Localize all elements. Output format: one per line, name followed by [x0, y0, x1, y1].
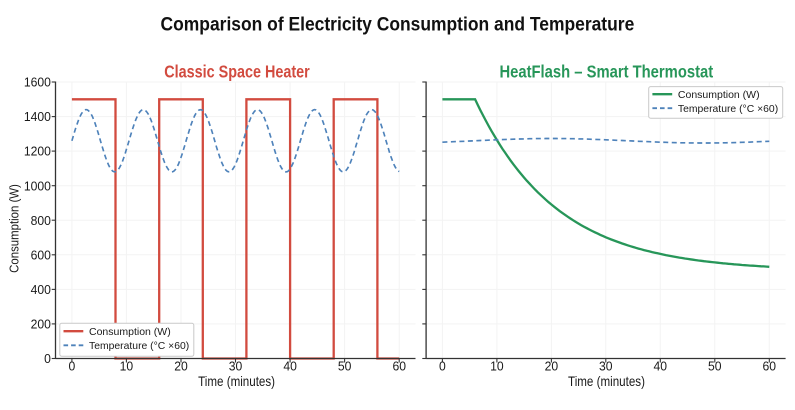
svg-text:0: 0 [69, 359, 76, 373]
svg-text:200: 200 [31, 317, 51, 331]
svg-text:Classic Space Heater: Classic Space Heater [164, 62, 310, 82]
svg-text:50: 50 [708, 359, 722, 373]
svg-text:1400: 1400 [24, 110, 51, 124]
svg-text:30: 30 [599, 359, 613, 373]
svg-text:30: 30 [229, 359, 243, 373]
svg-text:1200: 1200 [24, 144, 51, 158]
svg-text:10: 10 [490, 359, 504, 373]
svg-text:1000: 1000 [24, 179, 51, 193]
svg-text:60: 60 [763, 359, 777, 373]
svg-text:0: 0 [439, 359, 446, 373]
svg-text:Temperature (°C ×60): Temperature (°C ×60) [678, 104, 778, 115]
svg-text:20: 20 [545, 359, 559, 373]
svg-text:Consumption (W): Consumption (W) [678, 89, 760, 101]
svg-text:Comparison of Electricity Cons: Comparison of Electricity Consumption an… [161, 13, 635, 35]
svg-text:0: 0 [44, 352, 51, 366]
svg-text:Consumption (W): Consumption (W) [89, 326, 171, 338]
svg-text:Time (minutes): Time (minutes) [198, 374, 275, 389]
svg-text:40: 40 [283, 359, 297, 373]
svg-text:40: 40 [654, 359, 668, 373]
svg-text:800: 800 [31, 214, 51, 228]
svg-text:400: 400 [31, 283, 51, 297]
svg-text:Time (minutes): Time (minutes) [568, 374, 645, 389]
svg-text:HeatFlash – Smart Thermostat: HeatFlash – Smart Thermostat [499, 62, 713, 82]
svg-text:Temperature (°C ×60): Temperature (°C ×60) [89, 341, 189, 352]
svg-text:20: 20 [174, 359, 188, 373]
svg-text:60: 60 [392, 359, 406, 373]
svg-text:10: 10 [120, 359, 134, 373]
svg-text:1600: 1600 [24, 75, 51, 89]
svg-text:600: 600 [31, 248, 51, 262]
svg-text:50: 50 [338, 359, 352, 373]
svg-text:Consumption (W): Consumption (W) [7, 184, 22, 273]
